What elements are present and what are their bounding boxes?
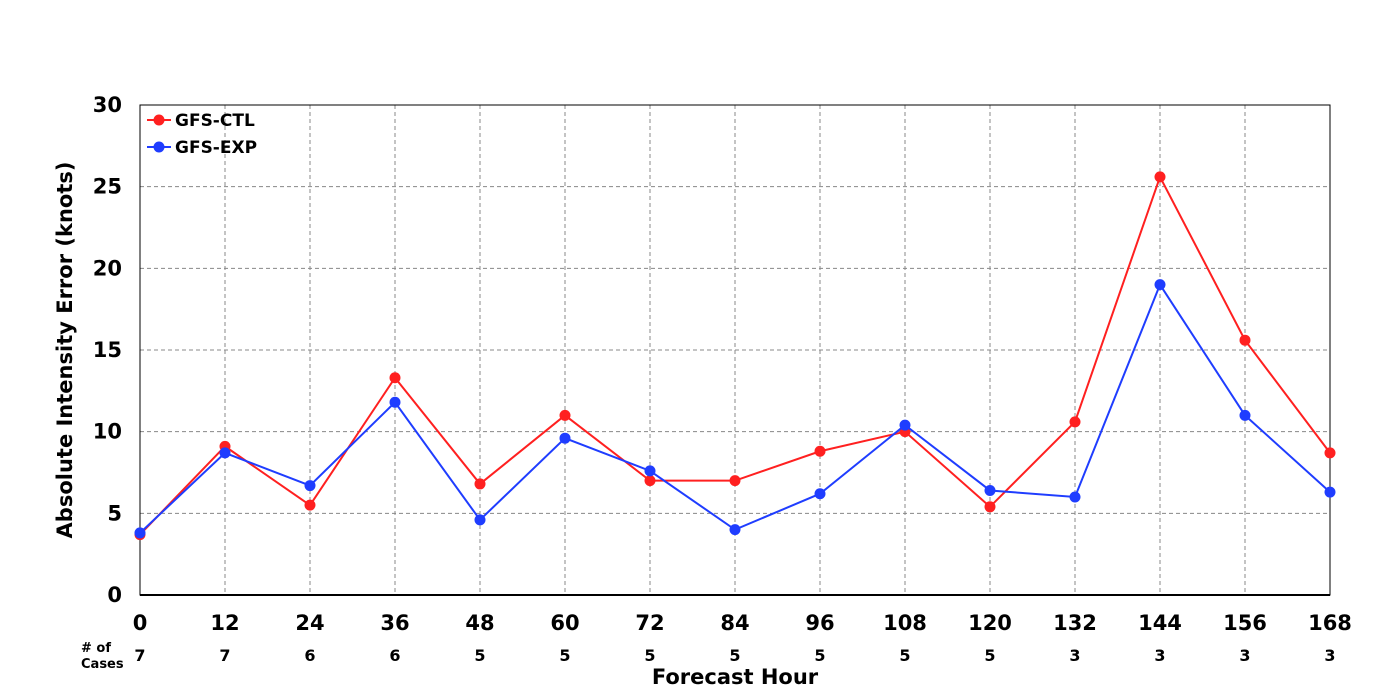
data-point [559,409,571,421]
x-tick-labels: 0 12 24 36 48 60 72 84 96 108 120 132 144 156 168 [133,611,1352,635]
x-tick-label: 132 [1053,611,1097,635]
data-point [304,499,316,511]
legend-marker-ctl [153,114,165,126]
legend-label-exp: GFS-EXP [175,138,257,158]
y-tick-label: 0 [107,583,122,607]
case-count: 3 [1069,646,1080,665]
x-tick-label: 24 [295,611,324,635]
y-tick-label: 10 [93,420,122,444]
data-point [729,524,741,536]
x-tick-label: 108 [883,611,927,635]
case-count: 5 [984,646,995,665]
case-count: 3 [1239,646,1250,665]
case-count: 3 [1154,646,1165,665]
data-point [1154,279,1166,291]
legend-label-ctl: GFS-CTL [175,111,255,131]
data-point [814,488,826,500]
case-count: 5 [899,646,910,665]
case-count: 3 [1324,646,1335,665]
data-point [814,445,826,457]
data-point [134,527,146,539]
y-tick-label: 15 [93,338,122,362]
y-tick-label: 25 [93,175,122,199]
x-tick-label: 48 [465,611,494,635]
x-axis-title: Forecast Hour [652,665,819,689]
cases-title-line2: Cases [81,657,124,672]
data-point [389,396,401,408]
x-tick-label: 144 [1138,611,1182,635]
x-tick-label: 84 [720,611,749,635]
x-tick-label: 120 [968,611,1012,635]
x-tick-label: 60 [550,611,579,635]
data-point [219,447,231,459]
y-tick-label: 5 [107,501,122,525]
case-count: 7 [219,646,230,665]
data-point [984,484,996,496]
data-point [1069,416,1081,428]
series-layer [134,171,1336,541]
y-tick-labels: 0 5 10 15 20 25 30 [93,93,122,607]
cases-title-line1: # of [81,641,111,656]
case-count: 5 [644,646,655,665]
case-count: 7 [134,646,145,665]
legend: GFS-CTL GFS-EXP [147,111,257,158]
legend-marker-exp [153,141,165,153]
grid [140,105,1330,595]
data-point [1154,171,1166,183]
data-point [1324,447,1336,459]
data-point [644,465,656,477]
case-count: 5 [559,646,570,665]
data-point [1069,491,1081,503]
case-count: 6 [304,646,315,665]
data-point [389,372,401,384]
x-tick-label: 36 [380,611,409,635]
case-count: 6 [389,646,400,665]
x-tick-label: 12 [210,611,239,635]
cases-row: 7 7 6 6 5 5 5 5 5 5 5 3 3 3 3 [134,646,1335,665]
data-point [1324,486,1336,498]
y-axis-title: Absolute Intensity Error (knots) [53,162,77,539]
case-count: 5 [814,646,825,665]
data-point [644,475,656,487]
y-tick-label: 30 [93,93,122,117]
data-point [1239,334,1251,346]
data-point [304,480,316,492]
x-tick-label: 96 [805,611,834,635]
y-tick-label: 20 [93,256,122,280]
data-point [1239,409,1251,421]
data-point [474,514,486,526]
data-point [984,501,996,513]
data-point [899,419,911,431]
data-point [559,432,571,444]
data-point [729,475,741,487]
x-tick-label: 168 [1308,611,1352,635]
x-tick-label: 72 [635,611,664,635]
x-tick-label: 156 [1223,611,1267,635]
case-count: 5 [729,646,740,665]
data-point [474,478,486,490]
case-count: 5 [474,646,485,665]
x-tick-label: 0 [133,611,148,635]
